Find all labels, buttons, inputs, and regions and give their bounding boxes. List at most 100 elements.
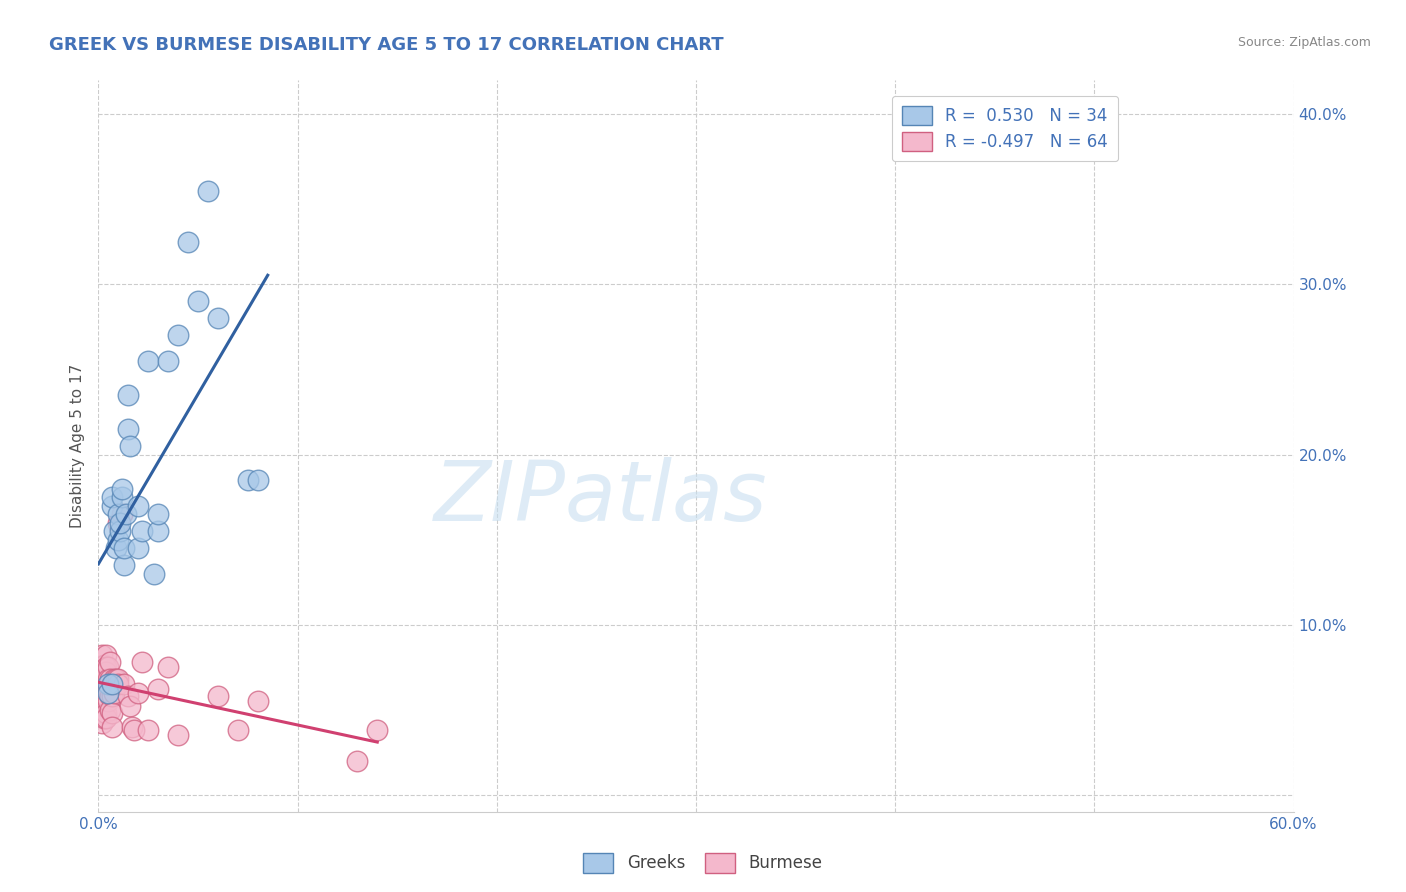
Point — [91, 694, 114, 708]
Point — [148, 682, 170, 697]
Point — [207, 311, 229, 326]
Point — [96, 660, 118, 674]
Point — [91, 716, 114, 731]
Point — [101, 499, 124, 513]
Legend: R =  0.530   N = 34, R = -0.497   N = 64: R = 0.530 N = 34, R = -0.497 N = 64 — [891, 96, 1118, 161]
Point — [167, 328, 190, 343]
Point — [127, 541, 149, 555]
Point — [103, 672, 125, 686]
Point — [107, 672, 129, 686]
Point — [157, 354, 180, 368]
Point — [111, 482, 134, 496]
Point — [98, 703, 122, 717]
Point — [93, 686, 115, 700]
Point — [93, 711, 115, 725]
Point — [105, 541, 128, 555]
Point — [89, 686, 111, 700]
Point — [96, 677, 118, 691]
Point — [98, 672, 122, 686]
Point — [226, 723, 249, 737]
Point — [89, 672, 111, 686]
Point — [136, 723, 159, 737]
Point — [93, 689, 115, 703]
Point — [91, 699, 114, 714]
Text: Source: ZipAtlas.com: Source: ZipAtlas.com — [1237, 36, 1371, 49]
Point — [110, 516, 132, 530]
Point — [96, 682, 118, 697]
Point — [96, 706, 118, 720]
Point — [136, 354, 159, 368]
Point — [366, 723, 388, 737]
Point — [91, 686, 114, 700]
Point — [117, 689, 139, 703]
Point — [103, 524, 125, 538]
Point — [246, 694, 269, 708]
Point — [120, 439, 142, 453]
Point — [97, 682, 120, 697]
Legend: Greeks, Burmese: Greeks, Burmese — [576, 847, 830, 880]
Point — [124, 723, 146, 737]
Point — [131, 524, 153, 538]
Point — [107, 516, 129, 530]
Point — [117, 388, 139, 402]
Point — [107, 677, 129, 691]
Point — [112, 541, 135, 555]
Point — [93, 658, 115, 673]
Point — [177, 235, 200, 249]
Y-axis label: Disability Age 5 to 17: Disability Age 5 to 17 — [69, 364, 84, 528]
Point — [246, 473, 269, 487]
Point — [96, 711, 118, 725]
Text: GREEK VS BURMESE DISABILITY AGE 5 TO 17 CORRELATION CHART: GREEK VS BURMESE DISABILITY AGE 5 TO 17 … — [49, 36, 724, 54]
Point — [111, 507, 134, 521]
Point — [121, 720, 143, 734]
Point — [96, 694, 118, 708]
Point — [115, 507, 138, 521]
Point — [167, 728, 190, 742]
Point — [120, 699, 142, 714]
Point — [187, 294, 209, 309]
Point — [91, 672, 114, 686]
Point — [346, 754, 368, 768]
Point — [97, 677, 120, 691]
Point — [96, 648, 118, 663]
Point — [143, 566, 166, 581]
Point — [110, 524, 132, 538]
Point — [101, 706, 124, 720]
Point — [131, 655, 153, 669]
Point — [207, 689, 229, 703]
Point — [101, 677, 124, 691]
Point — [98, 689, 122, 703]
Point — [91, 660, 114, 674]
Point — [103, 686, 125, 700]
Point — [107, 533, 129, 547]
Point — [97, 686, 120, 700]
Point — [89, 660, 111, 674]
Point — [93, 672, 115, 686]
Point — [157, 660, 180, 674]
Point — [197, 184, 219, 198]
Point — [117, 422, 139, 436]
Point — [97, 672, 120, 686]
Point — [112, 677, 135, 691]
Point — [101, 490, 124, 504]
Point — [101, 720, 124, 734]
Point — [236, 473, 259, 487]
Point — [112, 558, 135, 572]
Point — [148, 507, 170, 521]
Point — [127, 686, 149, 700]
Point — [96, 672, 118, 686]
Point — [96, 689, 118, 703]
Point — [105, 672, 128, 686]
Point — [148, 524, 170, 538]
Point — [101, 677, 124, 691]
Point — [93, 672, 115, 686]
Text: ZIPatlas: ZIPatlas — [433, 457, 768, 538]
Point — [91, 682, 114, 697]
Point — [107, 507, 129, 521]
Point — [96, 665, 118, 680]
Point — [97, 660, 120, 674]
Point — [127, 499, 149, 513]
Point — [97, 694, 120, 708]
Point — [111, 490, 134, 504]
Point — [101, 689, 124, 703]
